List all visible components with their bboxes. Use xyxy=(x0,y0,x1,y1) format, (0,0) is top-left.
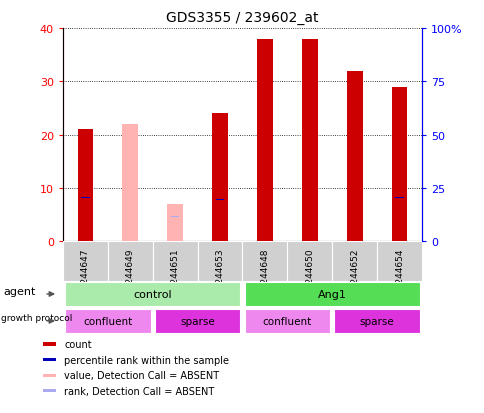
Bar xyxy=(63,242,107,281)
Bar xyxy=(77,130,93,242)
Bar xyxy=(302,40,317,242)
Text: Ang1: Ang1 xyxy=(317,289,346,299)
Bar xyxy=(346,71,362,242)
Bar xyxy=(167,204,182,242)
Bar xyxy=(155,309,240,333)
Bar xyxy=(257,40,272,242)
Bar xyxy=(242,242,287,281)
Bar xyxy=(43,358,56,361)
Bar xyxy=(212,114,227,242)
Bar xyxy=(43,374,56,377)
Bar xyxy=(152,242,197,281)
Bar xyxy=(287,242,332,281)
Text: growth protocol: growth protocol xyxy=(1,313,73,323)
Text: GSM244654: GSM244654 xyxy=(394,247,403,302)
Text: GSM244650: GSM244650 xyxy=(304,247,314,302)
Text: count: count xyxy=(64,339,92,349)
Bar xyxy=(43,343,56,346)
Bar xyxy=(244,309,329,333)
Bar xyxy=(244,282,419,306)
Text: value, Detection Call = ABSENT: value, Detection Call = ABSENT xyxy=(64,370,219,380)
Bar xyxy=(391,88,407,242)
Title: GDS3355 / 239602_at: GDS3355 / 239602_at xyxy=(166,11,318,25)
Text: confluent: confluent xyxy=(83,316,132,326)
Bar xyxy=(43,389,56,392)
Text: GSM244648: GSM244648 xyxy=(260,247,269,302)
Text: control: control xyxy=(133,289,172,299)
Text: GSM244651: GSM244651 xyxy=(170,247,180,302)
Text: confluent: confluent xyxy=(262,316,311,326)
Bar xyxy=(107,242,152,281)
Text: agent: agent xyxy=(3,286,35,296)
Text: sparse: sparse xyxy=(180,316,214,326)
Text: GSM244647: GSM244647 xyxy=(81,247,90,302)
Text: GSM244652: GSM244652 xyxy=(349,247,359,302)
Bar xyxy=(65,309,150,333)
Bar xyxy=(197,242,242,281)
Text: GSM244653: GSM244653 xyxy=(215,247,224,302)
Text: percentile rank within the sample: percentile rank within the sample xyxy=(64,355,229,365)
Bar xyxy=(334,309,419,333)
Bar xyxy=(332,242,376,281)
Text: sparse: sparse xyxy=(359,316,393,326)
Text: rank, Detection Call = ABSENT: rank, Detection Call = ABSENT xyxy=(64,386,214,396)
Bar xyxy=(376,242,421,281)
Bar xyxy=(65,282,240,306)
Text: GSM244649: GSM244649 xyxy=(125,247,135,302)
Bar xyxy=(122,125,138,242)
